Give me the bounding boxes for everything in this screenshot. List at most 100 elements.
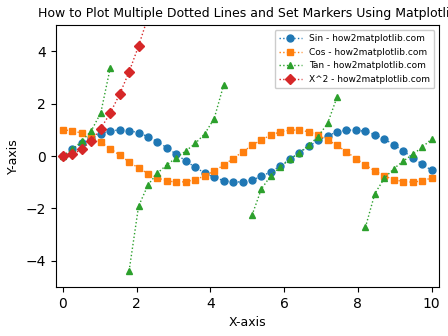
Cos - how2matplotlib.com — [259, 138, 264, 142]
Sin - how2matplotlib.com — [334, 130, 340, 134]
Sin - how2matplotlib.com — [70, 148, 75, 152]
Sin - how2matplotlib.com — [193, 165, 198, 169]
Tan - how2matplotlib.com — [391, 167, 396, 171]
Tan - how2matplotlib.com — [401, 159, 406, 163]
Sin - how2matplotlib.com — [211, 175, 217, 179]
Tan - how2matplotlib.com — [174, 156, 179, 160]
Cos - how2matplotlib.com — [363, 163, 368, 167]
X^2 - how2matplotlib.com — [126, 70, 132, 74]
Line: Sin - how2matplotlib.com: Sin - how2matplotlib.com — [60, 126, 435, 185]
Cos - how2matplotlib.com — [268, 133, 274, 137]
Sin - how2matplotlib.com — [98, 132, 103, 136]
Cos - how2matplotlib.com — [221, 163, 226, 167]
Cos - how2matplotlib.com — [145, 172, 151, 176]
Tan - how2matplotlib.com — [419, 145, 425, 150]
Tan - how2matplotlib.com — [410, 153, 415, 157]
Tan - how2matplotlib.com — [202, 132, 207, 136]
Tan - how2matplotlib.com — [60, 154, 66, 158]
Cos - how2matplotlib.com — [117, 153, 122, 157]
Sin - how2matplotlib.com — [372, 132, 378, 136]
Sin - how2matplotlib.com — [89, 136, 94, 140]
Tan - how2matplotlib.com — [325, 121, 330, 125]
Tan - how2matplotlib.com — [382, 176, 387, 180]
Legend: Sin - how2matplotlib.com, Cos - how2matplotlib.com, Tan - how2matplotlib.com, X^: Sin - how2matplotlib.com, Cos - how2matp… — [275, 30, 435, 88]
Sin - how2matplotlib.com — [183, 159, 189, 163]
Sin - how2matplotlib.com — [419, 162, 425, 166]
Sin - how2matplotlib.com — [278, 164, 283, 168]
Tan - how2matplotlib.com — [98, 111, 103, 115]
X^2 - how2matplotlib.com — [145, 15, 151, 19]
Cos - how2matplotlib.com — [108, 146, 113, 151]
Tan - how2matplotlib.com — [79, 139, 85, 143]
Sin - how2matplotlib.com — [315, 138, 321, 142]
Tan - how2matplotlib.com — [145, 183, 151, 187]
Cos - how2matplotlib.com — [325, 138, 330, 142]
Sin - how2matplotlib.com — [126, 128, 132, 132]
Sin - how2matplotlib.com — [174, 152, 179, 156]
Sin - how2matplotlib.com — [287, 157, 293, 161]
Cos - how2matplotlib.com — [287, 128, 293, 132]
Tan - how2matplotlib.com — [429, 137, 434, 141]
Cos - how2matplotlib.com — [98, 140, 103, 144]
Tan - how2matplotlib.com — [315, 134, 321, 138]
Cos - how2matplotlib.com — [126, 160, 132, 164]
Cos - how2matplotlib.com — [410, 180, 415, 184]
X^2 - how2matplotlib.com — [70, 152, 75, 156]
Tan - how2matplotlib.com — [287, 157, 293, 161]
Cos - how2matplotlib.com — [306, 130, 311, 134]
Sin - how2matplotlib.com — [382, 137, 387, 141]
Tan - how2matplotlib.com — [334, 95, 340, 99]
Line: Cos - how2matplotlib.com: Cos - how2matplotlib.com — [60, 126, 435, 185]
Line: X^2 - how2matplotlib.com: X^2 - how2matplotlib.com — [60, 0, 435, 160]
Cos - how2matplotlib.com — [278, 130, 283, 134]
Sin - how2matplotlib.com — [401, 149, 406, 153]
Cos - how2matplotlib.com — [391, 177, 396, 181]
Cos - how2matplotlib.com — [164, 179, 170, 183]
Sin - how2matplotlib.com — [60, 154, 66, 158]
Sin - how2matplotlib.com — [249, 178, 254, 182]
Sin - how2matplotlib.com — [240, 180, 245, 184]
Cos - how2matplotlib.com — [334, 143, 340, 148]
Tan - how2matplotlib.com — [70, 147, 75, 151]
Tan - how2matplotlib.com — [155, 171, 160, 175]
X-axis label: X-axis: X-axis — [228, 316, 266, 329]
X^2 - how2matplotlib.com — [89, 138, 94, 142]
Sin - how2matplotlib.com — [429, 168, 434, 172]
Tan - how2matplotlib.com — [268, 174, 274, 178]
Tan - how2matplotlib.com — [278, 165, 283, 169]
Sin - how2matplotlib.com — [117, 128, 122, 132]
Sin - how2matplotlib.com — [344, 128, 349, 132]
Cos - how2matplotlib.com — [183, 180, 189, 184]
Sin - how2matplotlib.com — [363, 129, 368, 133]
Sin - how2matplotlib.com — [79, 141, 85, 145]
Sin - how2matplotlib.com — [268, 170, 274, 174]
Tan - how2matplotlib.com — [164, 163, 170, 167]
Sin - how2matplotlib.com — [391, 142, 396, 146]
Tan - how2matplotlib.com — [297, 151, 302, 155]
Tan - how2matplotlib.com — [372, 192, 378, 196]
X^2 - how2matplotlib.com — [98, 126, 103, 130]
Tan - how2matplotlib.com — [126, 269, 132, 273]
Sin - how2matplotlib.com — [259, 174, 264, 178]
Cos - how2matplotlib.com — [136, 166, 141, 170]
Tan - how2matplotlib.com — [183, 149, 189, 153]
Sin - how2matplotlib.com — [155, 140, 160, 144]
Cos - how2matplotlib.com — [193, 178, 198, 182]
Cos - how2matplotlib.com — [70, 129, 75, 133]
Sin - how2matplotlib.com — [145, 135, 151, 139]
Tan - how2matplotlib.com — [108, 66, 113, 70]
Cos - how2matplotlib.com — [353, 157, 359, 161]
Cos - how2matplotlib.com — [344, 150, 349, 154]
Tan - how2matplotlib.com — [89, 129, 94, 133]
Title: How to Plot Multiple Dotted Lines and Set Markers Using Matplotlib: How to Plot Multiple Dotted Lines and Se… — [38, 7, 448, 20]
Tan - how2matplotlib.com — [306, 143, 311, 148]
Sin - how2matplotlib.com — [230, 180, 236, 184]
Sin - how2matplotlib.com — [353, 128, 359, 132]
Cos - how2matplotlib.com — [155, 176, 160, 180]
X^2 - how2matplotlib.com — [136, 44, 141, 48]
Cos - how2matplotlib.com — [79, 131, 85, 135]
Cos - how2matplotlib.com — [174, 180, 179, 184]
Cos - how2matplotlib.com — [372, 169, 378, 173]
Sin - how2matplotlib.com — [136, 131, 141, 135]
Cos - how2matplotlib.com — [382, 174, 387, 178]
